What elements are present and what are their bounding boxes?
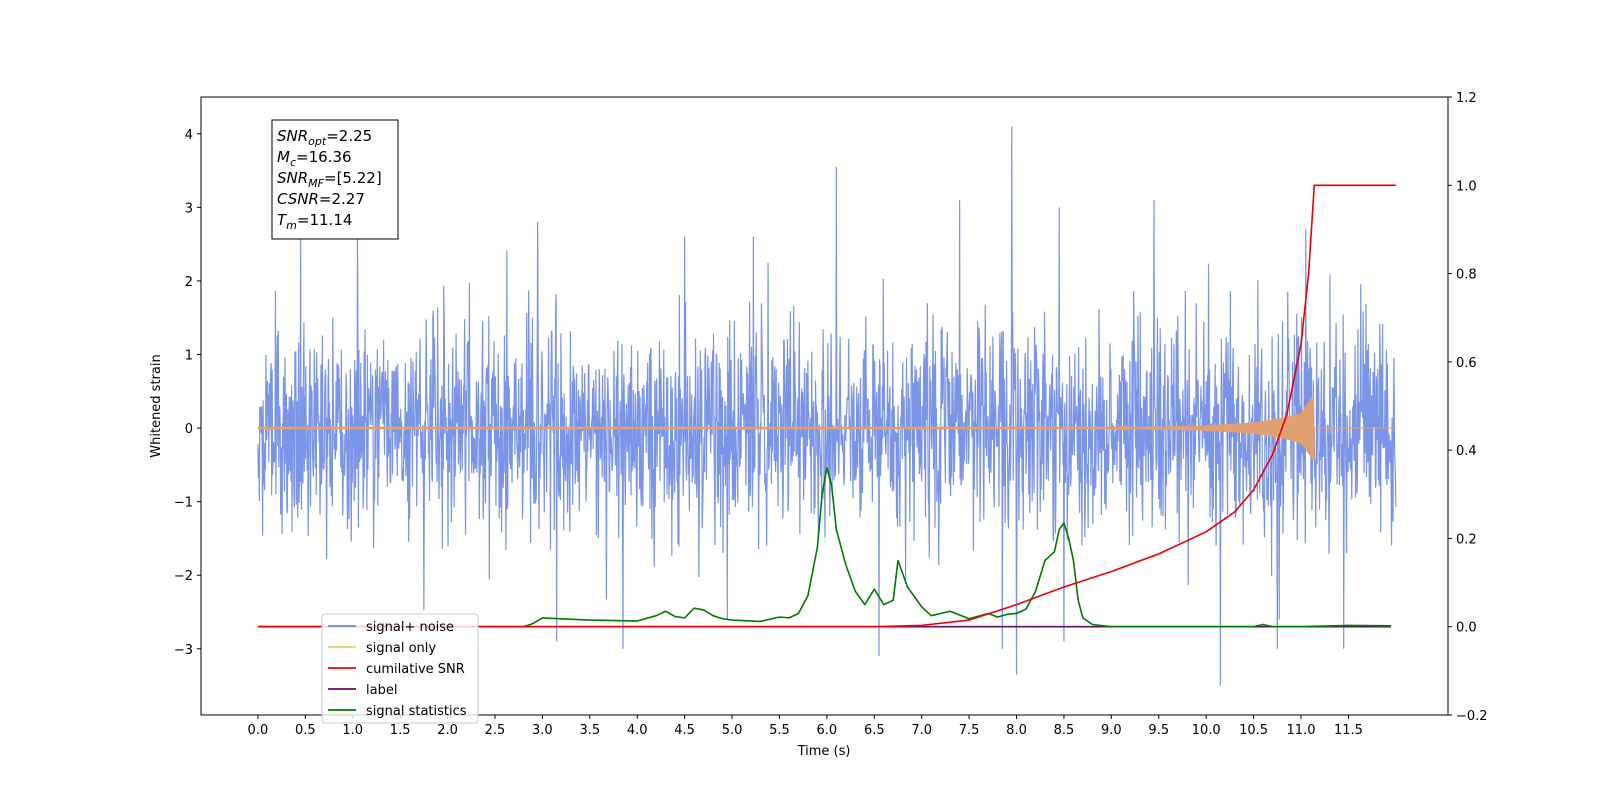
y2-tick-label: 1.2 xyxy=(1456,91,1477,106)
x-tick-label: 6.0 xyxy=(817,723,838,738)
info-subscript: opt xyxy=(308,135,327,148)
x-tick-label: 8.5 xyxy=(1054,723,1075,738)
y-tick-label: −2 xyxy=(174,569,193,584)
y-tick-label: −1 xyxy=(174,496,193,511)
x-tick-label: 3.5 xyxy=(579,723,600,738)
y2-tick-label: 0.6 xyxy=(1456,356,1477,371)
info-box: SNRopt=2.25Mc=16.36SNRMF=[5.22]CSNR=2.27… xyxy=(271,119,399,240)
x-tick-label: 5.0 xyxy=(722,723,743,738)
x-tick-label: 1.0 xyxy=(342,723,363,738)
x-tick-label: 2.5 xyxy=(485,723,506,738)
info-value: =2.27 xyxy=(319,190,365,208)
series-signal-statistics xyxy=(257,467,1392,628)
info-value: =11.14 xyxy=(297,211,353,229)
y-tick-label: 0 xyxy=(185,422,193,437)
info-symbol: M xyxy=(277,148,290,166)
x-tick-label: 0.0 xyxy=(248,723,269,738)
x-tick-label: 6.5 xyxy=(864,723,885,738)
y2-tick-label: 0.4 xyxy=(1456,444,1477,459)
x-tick-label: 11.5 xyxy=(1334,723,1363,738)
series-layer xyxy=(257,126,1397,686)
y-axis-label: Whitened strain xyxy=(149,354,164,457)
y-tick-label: 3 xyxy=(185,201,193,216)
y-tick-label: 4 xyxy=(185,128,193,143)
x-tick-label: 11.0 xyxy=(1287,723,1316,738)
info-value: =[5.22] xyxy=(324,169,382,187)
info-box-frame xyxy=(271,119,399,240)
info-symbol: SNR xyxy=(277,169,308,187)
series-signal-noise xyxy=(257,126,1397,686)
y2-tick-label: 0.2 xyxy=(1456,532,1477,547)
info-line: SNRMF=[5.22] xyxy=(277,169,382,190)
x-tick-label: 0.5 xyxy=(295,723,316,738)
x-tick-label: 7.0 xyxy=(911,723,932,738)
info-symbol: SNR xyxy=(277,127,308,145)
x-tick-label: 9.5 xyxy=(1148,723,1169,738)
series-signal-only xyxy=(257,395,1396,462)
info-symbol: CSNR xyxy=(277,190,319,208)
x-tick-label: 4.0 xyxy=(627,723,648,738)
info-line: Tm=11.14 xyxy=(277,211,352,232)
x-tick-label: 10.5 xyxy=(1239,723,1268,738)
plot-frame xyxy=(200,96,1449,716)
legend-entry: signal statistics xyxy=(366,704,467,719)
y-tick-label: 2 xyxy=(185,275,193,290)
x-tick-label: 10.0 xyxy=(1192,723,1221,738)
x-tick-label: 4.5 xyxy=(674,723,695,738)
info-line: SNRopt=2.25 xyxy=(277,127,372,148)
y-tick-label: 1 xyxy=(185,349,193,364)
x-tick-label: 3.0 xyxy=(532,723,553,738)
y2-tick-label: 0.8 xyxy=(1456,268,1477,283)
info-subscript: c xyxy=(290,156,296,169)
info-subscript: MF xyxy=(308,177,324,190)
info-value: =2.25 xyxy=(326,127,372,145)
legend-entry: cumilative SNR xyxy=(366,662,465,677)
x-tick-label: 8.0 xyxy=(1006,723,1027,738)
info-symbol: T xyxy=(277,211,288,229)
x-tick-label: 9.0 xyxy=(1101,723,1122,738)
legend-entry: label xyxy=(366,683,397,698)
x-tick-label: 2.0 xyxy=(437,723,458,738)
ticks-layer: 0.0 0.5 1.0 1.5 2.0 2.5 3.0 3.5 4.0 4.5 5.0 5.5 6.0 6… xyxy=(174,91,1488,738)
info-line: CSNR=2.27 xyxy=(277,190,365,208)
x-tick-label: 7.5 xyxy=(959,723,980,738)
info-subscript: m xyxy=(286,219,297,232)
legend-frame xyxy=(321,613,479,724)
y-tick-label: −3 xyxy=(174,643,193,658)
x-axis-label: Time (s) xyxy=(797,744,851,759)
legend-entry: signal+ noise xyxy=(366,620,454,635)
series-cumulative-snr xyxy=(257,184,1396,628)
x-tick-label: 1.5 xyxy=(390,723,411,738)
x-tick-label: 5.5 xyxy=(769,723,790,738)
y2-tick-label: 1.0 xyxy=(1456,179,1477,194)
y2-tick-label: 0.0 xyxy=(1456,621,1477,636)
legend: signal+ noise signal only cumilative SNR la… xyxy=(321,613,479,724)
info-value: =16.36 xyxy=(296,148,352,166)
legend-entry: signal only xyxy=(366,641,436,656)
info-line: Mc=16.36 xyxy=(277,148,352,169)
y2-tick-label: −0.2 xyxy=(1456,709,1488,724)
